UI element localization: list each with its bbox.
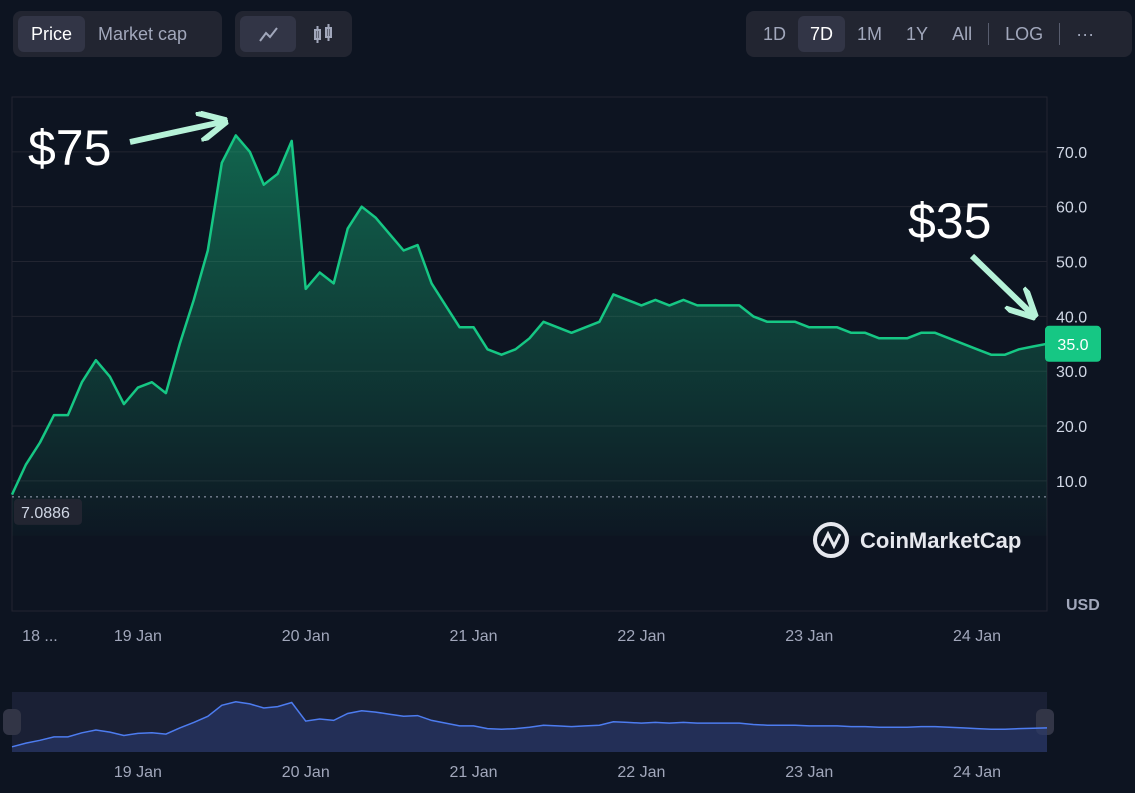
- navigator-x-label: 19 Jan: [114, 764, 162, 781]
- icon: [314, 24, 332, 43]
- annotation-arrow: [969, 253, 1032, 314]
- navigator-line: [11, 701, 1048, 748]
- navigator-area: [12, 701, 1047, 752]
- y-tick-label: 20.0: [1056, 419, 1087, 436]
- x-tick-label: 21 Jan: [450, 628, 498, 645]
- last-price-badge: [1045, 325, 1101, 362]
- candle-icon-button[interactable]: [296, 16, 352, 52]
- navigator-x-label: 22 Jan: [617, 764, 665, 781]
- x-tick-label: 18 ...: [22, 628, 58, 645]
- button[interactable]: LOG: [1005, 24, 1044, 44]
- y-tick-label: 30.0: [1056, 364, 1087, 381]
- navigator-x-label: 21 Jan: [450, 764, 498, 781]
- button[interactable]: 1Y: [906, 24, 929, 44]
- separator: [988, 23, 990, 45]
- button[interactable]: Price: [18, 16, 86, 52]
- button[interactable]: 7D: [798, 16, 846, 52]
- navigator-x-label: 24 Jan: [953, 764, 1001, 781]
- y-tick-label: 10.0: [1056, 474, 1087, 491]
- y-tick-label: 70.0: [1056, 145, 1087, 162]
- x-tick-label: 24 Jan: [953, 628, 1001, 645]
- navigator-x-label: 23 Jan: [785, 764, 833, 781]
- annotation: $75: [28, 120, 111, 176]
- chart-style-toggle: [235, 11, 352, 57]
- currency-label: USD: [1066, 597, 1100, 614]
- watermark: CoinMarketCap: [813, 522, 1021, 558]
- last-price-label: 35.0: [1057, 337, 1088, 354]
- y-tick-label: 60.0: [1056, 200, 1087, 217]
- metric-toggle: Price Market cap: [13, 11, 222, 57]
- x-tick-label: 23 Jan: [785, 628, 833, 645]
- annotation: $35: [908, 193, 991, 249]
- x-tick-label: 20 Jan: [282, 628, 330, 645]
- x-tick-label: 19 Jan: [114, 628, 162, 645]
- y-tick-label: 40.0: [1056, 309, 1087, 326]
- line-icon-button[interactable]: [240, 16, 296, 52]
- low-badge: [14, 498, 82, 525]
- price-line: [10, 134, 1048, 496]
- range-toggle: 1D 7D 1M 1Y All LOG ···: [746, 11, 1132, 57]
- button[interactable]: ···: [1076, 24, 1095, 44]
- annotation-arrow: [129, 122, 222, 145]
- low-label: 7.0886: [21, 505, 70, 522]
- button[interactable]: 1D: [763, 24, 787, 44]
- button[interactable]: Market cap: [98, 24, 188, 44]
- button[interactable]: All: [952, 24, 973, 44]
- y-tick-label: 50.0: [1056, 255, 1087, 272]
- navigator-x-label: 20 Jan: [282, 764, 330, 781]
- icon: [259, 27, 278, 42]
- watermark-text: CoinMarketCap: [860, 528, 1021, 553]
- navigator-handle[interactable]: [3, 709, 21, 735]
- price-area: [12, 135, 1047, 536]
- button[interactable]: 1M: [857, 24, 883, 44]
- separator: [1059, 23, 1061, 45]
- x-tick-label: 22 Jan: [617, 628, 665, 645]
